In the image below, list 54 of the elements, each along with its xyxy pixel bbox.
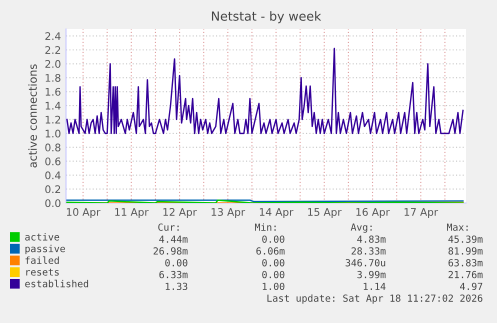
y-tick-label: 0.2 (45, 185, 60, 194)
y-tick-label: 0.4 (45, 171, 61, 180)
text: 0.00 (165, 259, 188, 266)
y-tick-label: 1.6 (46, 88, 60, 96)
x-tick-label: 12 Apr (163, 208, 197, 218)
text: 6.06m (256, 247, 285, 255)
text: 4.44m (159, 236, 188, 243)
text: 6.33m (159, 270, 188, 278)
y-tick-label: 1.2 (46, 116, 60, 124)
text: 45.39m (448, 235, 483, 243)
text: 3.99m (357, 270, 386, 278)
y-tick-label: 2.0 (45, 60, 60, 68)
x-tick-label: 13 Apr (212, 208, 246, 218)
legend-label: active (25, 233, 60, 241)
text: 0.00 (262, 235, 284, 243)
x-tick-label: 11 Apr (115, 208, 149, 218)
legend-label: resets (26, 268, 59, 276)
text: 81.99m (448, 247, 483, 255)
y-tick-label: 1.4 (46, 102, 61, 110)
x-tick-label: 14 Apr (260, 208, 294, 218)
text: 0.00 (262, 259, 284, 266)
text: 21.76m (448, 270, 483, 278)
legend-label: failed (26, 256, 59, 264)
text: 4.97 (460, 282, 482, 290)
y-tick-label: 2.2 (45, 46, 60, 54)
text: 0.00 (262, 270, 284, 278)
y-tick-label: 0.6 (45, 157, 60, 166)
text: Min: (254, 223, 276, 231)
x-tick-label: 16 Apr (356, 208, 390, 218)
y-tick-label: 2.4 (45, 32, 61, 40)
text: 1.33 (166, 282, 188, 290)
x-tick-label: 17 Apr (404, 208, 438, 218)
text: Last update: Sat Apr 18 11:27:02 2026 (267, 294, 482, 304)
text: 28.33m (352, 247, 386, 255)
chart-title: Netstat - by week (212, 11, 322, 24)
text: 26.98m (154, 247, 188, 255)
text: Cur: (158, 223, 179, 231)
text: 346.70u (346, 259, 386, 266)
text: 63.83m (448, 259, 483, 266)
y-tick-label: 1.0 (46, 130, 60, 138)
legend-label: passive (25, 244, 65, 254)
y-axis-title: active connections (28, 64, 37, 168)
x-tick-label: 15 Apr (308, 208, 342, 218)
text: 1.00 (262, 282, 284, 290)
text: 4.83m (357, 235, 386, 243)
y-tick-label: 0.8 (45, 144, 60, 152)
text: Avg: (350, 224, 372, 233)
y-tick-label: 0.0 (45, 199, 60, 208)
line-series (66, 48, 464, 134)
y-tick-label: 1.8 (46, 74, 60, 82)
text: Max: (446, 224, 468, 231)
legend-label: established (25, 280, 88, 288)
text: 1.14 (364, 282, 386, 290)
x-tick-label: 10 Apr (66, 208, 100, 218)
